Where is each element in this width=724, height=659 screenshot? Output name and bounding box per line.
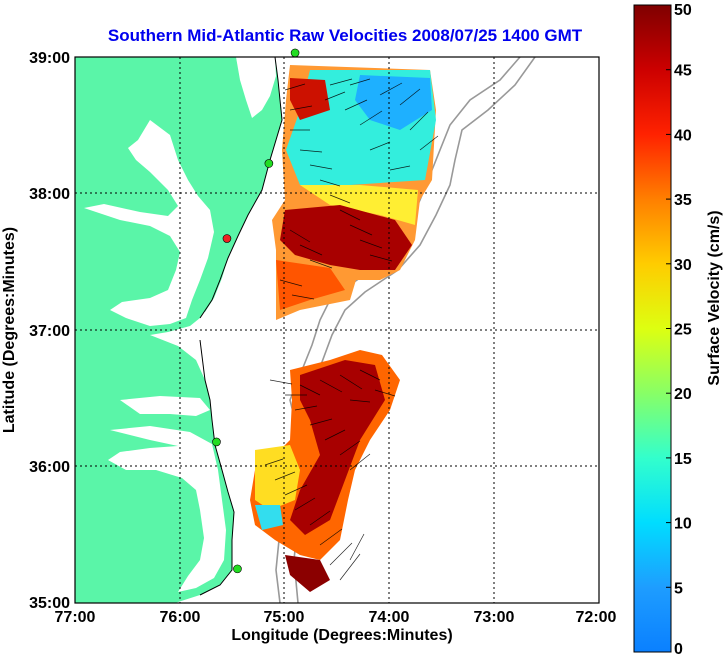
grid-lines [75, 57, 599, 603]
x-tick-label: 76:00 [160, 609, 201, 626]
radar-station-marker [290, 48, 300, 58]
x-axis: 77:00 76:00 75:00 74:00 73:00 72:00 Long… [55, 609, 617, 644]
colorbar-tick-label: 40 [674, 127, 692, 144]
y-tick-label: 38:00 [29, 186, 70, 203]
radar-station-marker [233, 564, 242, 574]
plot-frame [74, 56, 600, 604]
radar-stations [212, 48, 300, 574]
coastline [199, 57, 283, 596]
radar-station-marker [212, 437, 221, 447]
albemarle-sound [120, 396, 210, 416]
y-tick-label: 39:00 [29, 50, 70, 67]
x-tick-label: 72:00 [576, 609, 617, 626]
y-tick-label: 35:00 [29, 595, 70, 612]
colorbar-tick-label: 5 [674, 580, 683, 597]
colorbar-tick-label: 50 [674, 2, 692, 19]
y-axis-label: Latitude (Degrees:Minutes) [1, 227, 18, 433]
colorbar-ticks: 0 5 10 15 20 25 30 35 40 45 50 [666, 2, 692, 658]
colorbar-tick-label: 20 [674, 386, 692, 403]
colorbar-tick-label: 0 [674, 641, 683, 658]
x-axis-label: Longitude (Degrees:Minutes) [231, 627, 452, 644]
colorbar-gradient [633, 4, 672, 653]
colorbar-tick-label: 25 [674, 322, 692, 339]
y-tick-label: 37:00 [29, 323, 70, 340]
radar-station-marker [264, 159, 274, 168]
chesapeake-bay [84, 120, 214, 326]
delaware-bay [236, 57, 276, 118]
velocity-field-north [272, 65, 436, 320]
colorbar-tick-label: 35 [674, 192, 692, 209]
velocity-field-south [250, 350, 400, 592]
x-tick-label: 73:00 [474, 609, 515, 626]
land-delmarva [199, 150, 262, 312]
pamlico-sound [108, 426, 226, 592]
velocity-vectors [264, 78, 439, 581]
y-axis: 39:00 38:00 37:00 36:00 35:00 Latitude (… [1, 50, 70, 612]
colorbar-tick-label: 15 [674, 451, 692, 468]
chart-title: Southern Mid-Atlantic Raw Velocities 200… [108, 26, 583, 45]
y-tick-label: 36:00 [29, 459, 70, 476]
colorbar: 0 5 10 15 20 25 30 35 40 45 50 Surface Velocity (c… [633, 2, 723, 658]
colorbar-tick-label: 30 [674, 257, 692, 274]
colorbar-tick-label: 45 [674, 63, 692, 80]
colorbar-label: Surface Velocity (cm/s) [706, 210, 723, 385]
x-tick-label: 77:00 [55, 609, 96, 626]
x-tick-label: 75:00 [264, 609, 305, 626]
radar-station-marker [222, 234, 232, 243]
x-tick-label: 74:00 [369, 609, 410, 626]
colorbar-tick-label: 10 [674, 516, 692, 533]
